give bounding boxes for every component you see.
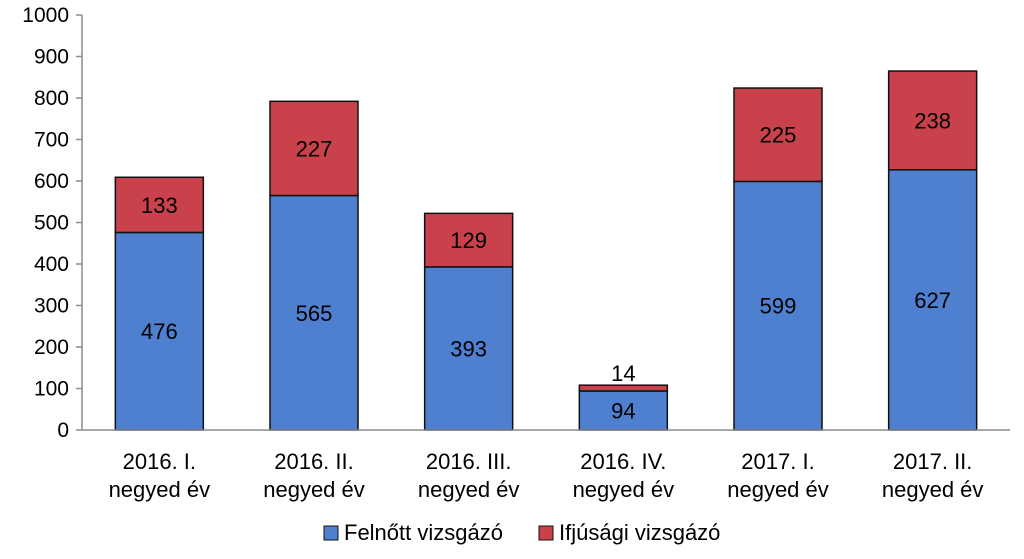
bar-ifjusagi: [578, 384, 669, 392]
bar-ifjusagi: [423, 212, 514, 268]
x-category-label: 2017. II.: [893, 449, 973, 474]
bar-felnott: [578, 390, 669, 431]
data-label: 14: [611, 361, 635, 386]
x-category-label: 2017. I.: [741, 449, 814, 474]
y-tick-label: 100: [34, 378, 69, 401]
x-category-label: 2016. IV.: [580, 449, 666, 474]
data-label: 627: [914, 288, 951, 313]
data-label: 129: [450, 228, 487, 253]
y-tick-label: 0: [57, 419, 69, 442]
x-category-label: negyed év: [109, 477, 211, 502]
legend-label: Ifjúsági vizsgázó: [559, 520, 720, 545]
data-label: 227: [296, 136, 333, 161]
x-category-label: negyed év: [573, 477, 675, 502]
x-category-label: negyed év: [263, 477, 365, 502]
y-tick-label: 1000: [22, 4, 69, 27]
y-tick-label: 900: [34, 46, 69, 69]
bars: 476 133 565 227 393 129 94 14 599 225 627 238: [114, 70, 978, 431]
x-category-label: negyed év: [727, 477, 829, 502]
bar-felnott: [733, 180, 823, 431]
data-label: 565: [296, 301, 333, 326]
bar-felnott: [887, 169, 978, 431]
y-tick-label: 700: [34, 129, 69, 152]
x-category-label: 2016. I.: [123, 449, 196, 474]
bar-ifjusagi: [887, 70, 978, 171]
data-label: 133: [141, 193, 178, 218]
y-tick-label: 600: [34, 170, 69, 193]
legend-label: Felnőtt vizsgázó: [344, 520, 503, 545]
legend-swatch: [538, 525, 554, 541]
data-label: 476: [141, 319, 178, 344]
data-label: 393: [450, 336, 487, 361]
data-label: 94: [611, 398, 635, 423]
x-category-label: 2016. III.: [426, 449, 512, 474]
y-tick-label: 300: [34, 295, 69, 318]
bar-ifjusagi: [733, 87, 823, 183]
x-category-label: negyed év: [882, 477, 984, 502]
data-label: 238: [914, 108, 951, 133]
data-label: 599: [760, 294, 797, 319]
bar-felnott: [114, 231, 205, 431]
y-tick-label: 800: [34, 87, 69, 110]
y-tick-label: 400: [34, 253, 69, 276]
x-category-label: 2016. II.: [274, 449, 354, 474]
y-tick-label: 500: [34, 212, 69, 235]
legend: Felnőtt vizsgázó Ifjúsági vizsgázó: [323, 520, 720, 545]
data-label: 225: [760, 123, 797, 148]
legend-swatch: [323, 525, 339, 541]
x-category-label: negyed év: [418, 477, 520, 502]
bar-ifjusagi: [114, 176, 205, 234]
x-axis: 2016. I. negyed év 2016. II. negyed év 2016.…: [82, 429, 1010, 502]
y-tick-label: 200: [34, 336, 69, 359]
bar-ifjusagi: [269, 100, 359, 197]
y-axis: 0 100 200 300 400 500 600 700 800 900 1000: [22, 4, 83, 442]
